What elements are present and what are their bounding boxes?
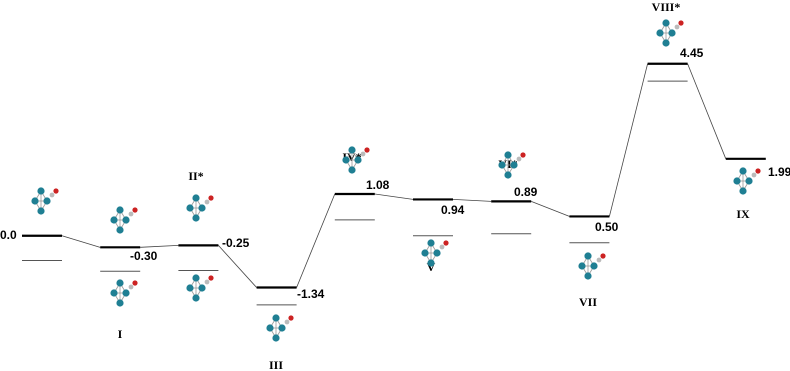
atom — [739, 167, 747, 175]
atom — [504, 151, 512, 159]
atom — [427, 239, 435, 247]
atom — [427, 259, 435, 267]
atom — [516, 156, 522, 162]
atom — [520, 152, 526, 158]
category-label: I — [118, 327, 123, 341]
value-label: 0.94 — [441, 203, 465, 217]
atom — [208, 275, 214, 281]
atom — [668, 29, 676, 37]
atom — [128, 284, 134, 290]
atom — [31, 197, 39, 205]
atom — [584, 252, 592, 260]
atom — [443, 240, 449, 246]
category-label: V — [427, 260, 436, 274]
atom — [208, 195, 214, 201]
value-label: 1.99 — [768, 165, 790, 179]
atom — [122, 216, 130, 224]
value-label: -0.25 — [222, 236, 250, 250]
connector — [218, 245, 257, 288]
atom — [192, 274, 200, 282]
value-label: -1.34 — [297, 287, 325, 301]
category-label: III — [269, 358, 283, 371]
atom — [590, 262, 598, 270]
connector — [609, 63, 648, 217]
atom — [284, 319, 290, 325]
atom — [132, 280, 138, 286]
atom — [198, 284, 206, 292]
value-label: 0.50 — [595, 220, 619, 234]
value-label: 4.45 — [680, 46, 704, 60]
atom — [192, 294, 200, 302]
atom — [116, 299, 124, 307]
connector — [687, 63, 727, 159]
atom — [116, 279, 124, 287]
atom — [128, 211, 134, 217]
atom — [751, 172, 757, 178]
atom — [584, 272, 592, 280]
atom — [278, 324, 286, 332]
atom — [342, 156, 350, 164]
atom — [116, 206, 124, 214]
value-label: 1.08 — [366, 178, 390, 192]
atom — [110, 289, 118, 297]
atom — [37, 207, 45, 215]
atom — [739, 187, 747, 195]
atom — [192, 194, 200, 202]
atom — [421, 249, 429, 257]
atom — [510, 161, 518, 169]
atom — [662, 19, 670, 27]
atom — [674, 24, 680, 30]
atom — [439, 244, 445, 250]
atom — [49, 192, 55, 198]
atom — [755, 168, 761, 174]
atom — [678, 20, 684, 26]
atom — [266, 324, 274, 332]
atom — [272, 314, 280, 322]
atom — [600, 253, 606, 259]
atom — [204, 279, 210, 285]
atom — [745, 177, 753, 185]
atom — [132, 207, 138, 213]
atom — [578, 262, 586, 270]
atom — [116, 226, 124, 234]
atom — [192, 214, 200, 222]
atom — [53, 188, 59, 194]
connector — [140, 245, 179, 248]
connector — [452, 199, 492, 202]
atom — [498, 161, 506, 169]
connector — [296, 193, 336, 288]
atom — [348, 166, 356, 174]
atom — [198, 204, 206, 212]
atom — [186, 284, 194, 292]
atom — [656, 29, 664, 37]
value-label: -0.30 — [130, 249, 158, 263]
category-label: VII — [579, 295, 597, 309]
value-label: 0.89 — [514, 185, 538, 199]
connector — [531, 200, 570, 217]
value-label: 0.0 — [0, 228, 17, 242]
category-label: IX — [736, 207, 750, 221]
connector — [61, 235, 101, 248]
atom — [43, 197, 51, 205]
atom — [360, 151, 366, 157]
atom — [122, 289, 130, 297]
category-label: VIII* — [652, 0, 681, 14]
atom — [348, 146, 356, 154]
atom — [733, 177, 741, 185]
connector — [374, 193, 414, 200]
atom — [504, 171, 512, 179]
atom — [433, 249, 441, 257]
atom — [272, 334, 280, 342]
atom — [662, 39, 670, 47]
atom — [186, 204, 194, 212]
category-label: II* — [188, 169, 203, 183]
atom — [204, 199, 210, 205]
atom — [596, 257, 602, 263]
atom — [37, 187, 45, 195]
atom — [288, 315, 294, 321]
atom — [110, 216, 118, 224]
atom — [354, 156, 362, 164]
atom — [364, 147, 370, 153]
